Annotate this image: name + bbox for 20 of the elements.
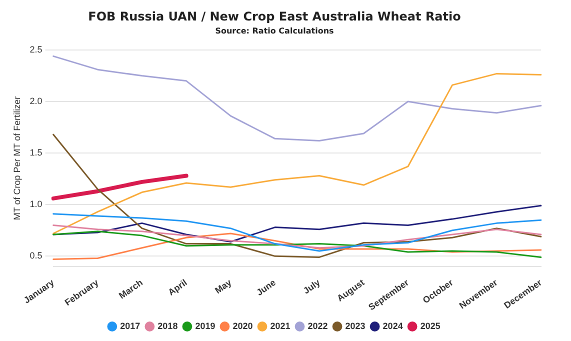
y-tick-label: 2.0 (30, 96, 42, 106)
y-tick-label: 1.5 (30, 148, 42, 158)
x-tick-label: May (213, 277, 234, 296)
x-tick-label: June (254, 277, 278, 298)
legend-label: 2021 (270, 320, 290, 331)
x-tick-label: July (301, 277, 322, 296)
legend-label: 2023 (345, 320, 366, 331)
y-axis-title: MT of Crop Per MT of Fertilizer (12, 96, 22, 220)
legend-label: 2022 (308, 320, 328, 331)
legend-label: 2017 (120, 320, 140, 331)
legend-label: 2025 (420, 320, 440, 331)
y-tick-label: 0.5 (30, 250, 42, 261)
chart-subtitle: Source: Ratio Calculations (215, 26, 334, 36)
legend-label: 2019 (195, 320, 216, 331)
legend-label: 2018 (158, 320, 178, 331)
y-tick-label: 1.0 (30, 199, 42, 210)
y-tick-label: 2.5 (30, 44, 42, 54)
chart-title: FOB Russia UAN / New Crop East Australia Wheat Ratio (88, 9, 461, 24)
legend-label: 2020 (232, 320, 253, 331)
legend-label: 2024 (382, 320, 403, 331)
